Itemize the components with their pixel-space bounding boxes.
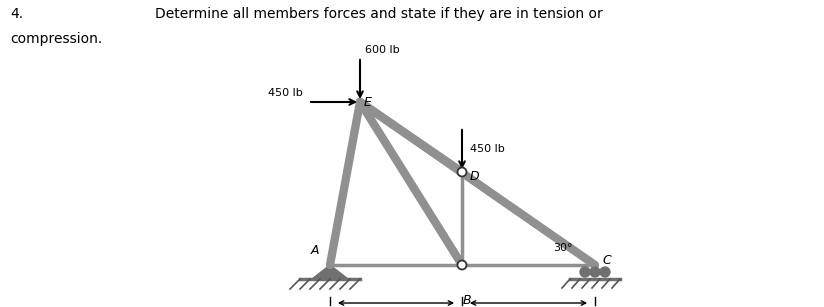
- Circle shape: [457, 168, 466, 177]
- Text: D: D: [469, 170, 479, 184]
- Text: compression.: compression.: [10, 32, 102, 46]
- Text: B: B: [463, 293, 471, 306]
- Circle shape: [590, 267, 600, 277]
- Text: 450 lb: 450 lb: [269, 88, 303, 98]
- Text: Determine all members forces and state if they are in tension or: Determine all members forces and state i…: [155, 7, 602, 21]
- Text: E: E: [364, 95, 372, 108]
- Text: 30°: 30°: [553, 243, 573, 253]
- Text: 600 lb: 600 lb: [365, 45, 400, 55]
- Text: C: C: [602, 254, 611, 266]
- Circle shape: [580, 267, 590, 277]
- Circle shape: [457, 261, 466, 270]
- Circle shape: [600, 267, 610, 277]
- Text: 450 lb: 450 lb: [470, 145, 505, 154]
- Polygon shape: [312, 265, 348, 279]
- Text: A: A: [311, 243, 319, 257]
- Text: 4.: 4.: [10, 7, 23, 21]
